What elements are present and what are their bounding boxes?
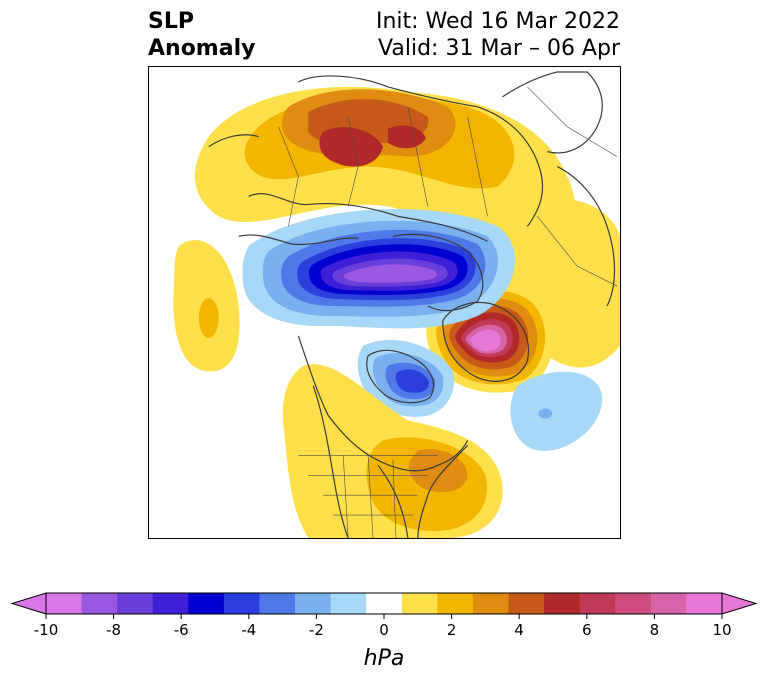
date-info: Init: Wed 16 Mar 2022 Valid: 31 Mar – 06… — [376, 8, 620, 62]
eastern-us-positive-anomaly — [282, 364, 503, 538]
colorbar-tick-label: 6 — [582, 621, 592, 639]
colorbar-extend-low — [10, 592, 47, 615]
colorbar-tick-label: -2 — [309, 621, 324, 639]
colorbar-extend-high — [721, 592, 758, 615]
colorbar-tick-label: 4 — [514, 621, 524, 639]
colorbar-tick-label: -8 — [106, 621, 121, 639]
colorbar-segment — [437, 593, 474, 614]
colorbar-segment — [188, 593, 225, 614]
valid-date: Valid: 31 Mar – 06 Apr — [378, 36, 620, 61]
colorbar-tick-label: 2 — [447, 621, 457, 639]
colorbar-segment — [472, 593, 510, 614]
colorbar-tick-label: 10 — [712, 621, 731, 639]
colorbar-segment — [615, 593, 652, 614]
map-title: SLP Anomaly — [148, 8, 255, 62]
colorbar-tick-label: 0 — [379, 621, 389, 639]
colorbar-segment — [366, 593, 403, 614]
colorbar-segment — [223, 593, 260, 614]
slp-anomaly-map — [148, 66, 621, 539]
colorbar-tick-label: -4 — [241, 621, 256, 639]
colorbar-segment — [508, 593, 545, 614]
init-date: Init: Wed 16 Mar 2022 — [375, 9, 620, 34]
colorbar-tick-label: -6 — [174, 621, 189, 639]
colorbar-segment — [579, 593, 616, 614]
coastlines — [208, 71, 616, 538]
north-pacific-positive-anomaly — [173, 240, 240, 372]
colorbar-segment — [330, 593, 367, 614]
colorbar-tick-label: -10 — [34, 621, 59, 639]
north-atlantic-negative-anomaly — [510, 371, 603, 451]
colorbar-tick-label: 8 — [650, 621, 660, 639]
colorbar: -10 -8 -6 -4 -2 0 2 4 6 8 10 — [10, 592, 758, 639]
colorbar-segment — [650, 593, 687, 614]
colorbar-segment — [686, 593, 723, 614]
colorbar-segment — [295, 593, 332, 614]
colorbar-segment — [81, 593, 118, 614]
colorbar-segment — [152, 593, 189, 614]
colorbar-segment — [544, 593, 581, 614]
title-line-2: Anomaly — [148, 36, 256, 61]
colorbar-segment — [259, 593, 296, 614]
colorbar-unit-label: hPa — [363, 646, 405, 671]
political-borders — [278, 86, 618, 538]
colorbar-segment — [117, 593, 154, 614]
arctic-negative-anomaly — [242, 208, 515, 329]
colorbar-segment — [401, 593, 438, 614]
title-line-1: SLP — [148, 9, 194, 34]
colorbar-segment — [46, 593, 83, 614]
